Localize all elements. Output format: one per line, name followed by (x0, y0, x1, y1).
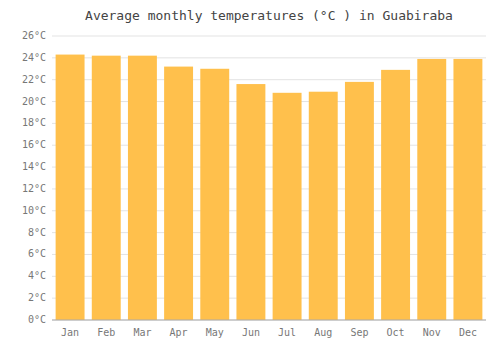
bar (273, 93, 302, 320)
bars (56, 55, 483, 320)
y-tick-label: 18°C (22, 117, 46, 128)
y-tick-label: 14°C (22, 161, 46, 172)
bar (309, 92, 338, 320)
x-tick-label: Jan (61, 327, 79, 338)
x-tick-label: Dec (459, 327, 477, 338)
bar (381, 70, 410, 320)
y-tick-label: 20°C (22, 96, 46, 107)
bar (164, 67, 193, 320)
y-tick-label: 22°C (22, 74, 46, 85)
y-tick-label: 8°C (28, 227, 46, 238)
y-tick-label: 16°C (22, 139, 46, 150)
x-tick-label: Sep (350, 327, 368, 338)
x-tick-label: Jul (278, 327, 296, 338)
y-axis: 0°C 2°C 4°C 6°C 8°C 10°C 12°C 14°C 16°C 18°C 20°C 2… (22, 30, 486, 325)
bar (200, 69, 229, 320)
background (0, 0, 500, 350)
grid-line (52, 36, 486, 37)
page: {"chart_data": {"type": "bar", "title": … (0, 0, 500, 350)
y-tick-label: 4°C (28, 270, 46, 281)
x-tick-label: May (206, 327, 224, 338)
bar (56, 55, 85, 320)
y-tick-label: 6°C (28, 248, 46, 259)
y-tick-label: 24°C (22, 52, 46, 63)
x-tick-label: Oct (387, 327, 405, 338)
x-tick-label: Nov (423, 327, 441, 338)
x-tick-label: Feb (97, 327, 115, 338)
bar (92, 56, 121, 320)
title: Average monthly temperatures (°C ) in Gu… (85, 8, 453, 23)
y-tick-label: 26°C (22, 30, 46, 41)
bar (417, 59, 446, 320)
y-tick-label: 10°C (22, 205, 46, 216)
x-tick-label: Jun (242, 327, 260, 338)
bar (128, 56, 157, 320)
bar (345, 82, 374, 320)
x-tick-label: Aug (314, 327, 332, 338)
x-axis: Jan Feb Mar Apr May Jun Jul Aug Sep Oct Nov Dec (52, 320, 486, 338)
bar (453, 59, 482, 320)
x-tick-label: Mar (133, 327, 151, 338)
grid-line (52, 320, 486, 321)
x-tick-label: Apr (170, 327, 188, 338)
x-axis-line (52, 320, 486, 321)
y-tick-label: 12°C (22, 183, 46, 194)
bar (236, 84, 265, 320)
y-tick-label: 0°C (28, 314, 46, 325)
y-tick-label: 2°C (28, 292, 46, 303)
chart: Average monthly temperatures (°C ) in Gu… (0, 0, 500, 350)
